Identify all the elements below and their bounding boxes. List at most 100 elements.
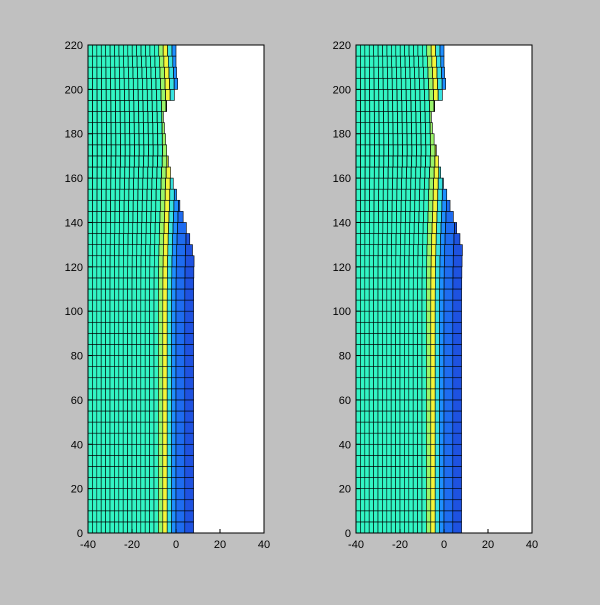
mesh-cell: [368, 310, 374, 323]
mesh-cell: [164, 77, 170, 90]
mesh-cell: [377, 388, 383, 401]
mesh-cell: [171, 388, 177, 401]
mesh-cell: [122, 266, 128, 279]
y-tick-label: 220: [333, 40, 351, 52]
mesh-cell: [96, 244, 102, 257]
mesh-cell: [360, 321, 366, 334]
mesh-cell: [412, 344, 418, 356]
mesh-cell: [128, 222, 134, 234]
mesh-cell: [404, 355, 410, 367]
mesh-cell: [395, 355, 401, 367]
mesh-cell: [386, 499, 392, 512]
mesh-cell: [175, 266, 186, 279]
axes-frame: [87, 44, 265, 534]
mesh-cell: [147, 89, 153, 101]
mesh-cell: [414, 66, 420, 79]
mesh-cell: [149, 410, 155, 423]
mesh-cell: [128, 188, 134, 201]
mesh-cell: [138, 155, 144, 168]
mesh-cell: [428, 77, 434, 90]
mesh-cell: [373, 355, 379, 367]
mesh-cell: [427, 55, 433, 68]
mesh-cell: [110, 89, 116, 101]
mesh-cell: [443, 288, 454, 301]
mesh-cell: [373, 466, 379, 478]
mesh-cell: [100, 377, 106, 390]
mesh-cell: [387, 222, 393, 234]
mesh-cell: [439, 44, 445, 57]
mesh-cell: [395, 388, 401, 401]
mesh-cell: [152, 166, 158, 179]
mesh-cell: [118, 255, 124, 268]
mesh-cell: [101, 244, 107, 257]
mesh-cell: [397, 155, 403, 168]
mesh-cell: [404, 388, 410, 401]
mesh-cell: [364, 211, 370, 223]
mesh-cell: [355, 55, 361, 68]
mesh-cell: [430, 344, 436, 356]
mesh-cell: [415, 89, 421, 101]
mesh-cell: [125, 144, 131, 157]
mesh-cell: [369, 188, 375, 201]
mesh-cell: [443, 443, 454, 456]
mesh-cell: [434, 488, 440, 501]
mesh-cell: [355, 510, 361, 523]
mesh-cell: [454, 222, 457, 234]
mesh-cell: [145, 44, 151, 57]
x-tick-label: -40: [80, 539, 96, 551]
mesh-cell: [122, 466, 128, 478]
mesh-cell: [426, 299, 432, 312]
mesh-cell: [413, 244, 419, 257]
mesh-cell: [382, 499, 388, 512]
mesh-cell: [413, 55, 419, 68]
mesh-cell: [149, 244, 155, 257]
mesh-cell: [87, 333, 93, 345]
mesh-cell: [399, 388, 405, 401]
mesh-cell: [131, 255, 137, 268]
mesh-cell: [114, 55, 120, 68]
mesh-cell: [426, 421, 432, 434]
mesh-cell: [383, 144, 389, 157]
mesh-cell: [96, 288, 102, 301]
mesh-cell: [105, 222, 111, 234]
mesh-cell: [424, 166, 430, 179]
mesh-cell: [408, 277, 414, 290]
mesh-cell: [430, 510, 436, 523]
mesh-cell: [176, 244, 186, 257]
mesh-cell: [131, 288, 137, 301]
mesh-cell: [122, 455, 128, 467]
mesh-cell: [131, 455, 137, 467]
mesh-cell: [184, 255, 195, 268]
mesh-cell: [439, 344, 445, 356]
mesh-cell: [127, 233, 133, 245]
mesh-cell: [424, 89, 430, 101]
mesh-cell: [386, 510, 392, 523]
mesh-cell: [175, 399, 186, 412]
mesh-cell: [434, 366, 440, 379]
mesh-cell: [147, 100, 153, 112]
mesh-cell: [149, 333, 155, 345]
mesh-cell: [147, 111, 153, 123]
mesh-cell: [369, 222, 375, 234]
mesh-cell: [412, 466, 418, 478]
mesh-cell: [101, 89, 107, 101]
x-tick-label: -40: [348, 539, 364, 551]
mesh-cell: [92, 477, 98, 489]
mesh-cell: [138, 133, 144, 146]
mesh-cell: [423, 188, 429, 201]
mesh-cell: [383, 111, 389, 123]
y-tick-label: 120: [333, 262, 351, 274]
mesh-cell: [149, 366, 155, 379]
mesh-cell: [368, 443, 374, 456]
mesh-cell: [122, 443, 128, 456]
mesh-cell: [395, 266, 401, 279]
mesh-cell: [127, 377, 133, 390]
mesh-cell: [132, 244, 138, 257]
mesh-cell: [171, 266, 177, 279]
mesh-cell: [360, 488, 366, 501]
mesh-cell: [109, 488, 115, 501]
mesh-cell: [133, 111, 139, 123]
mesh-cell: [109, 521, 115, 534]
mesh-cell: [373, 321, 379, 334]
mesh-cell: [406, 133, 412, 146]
